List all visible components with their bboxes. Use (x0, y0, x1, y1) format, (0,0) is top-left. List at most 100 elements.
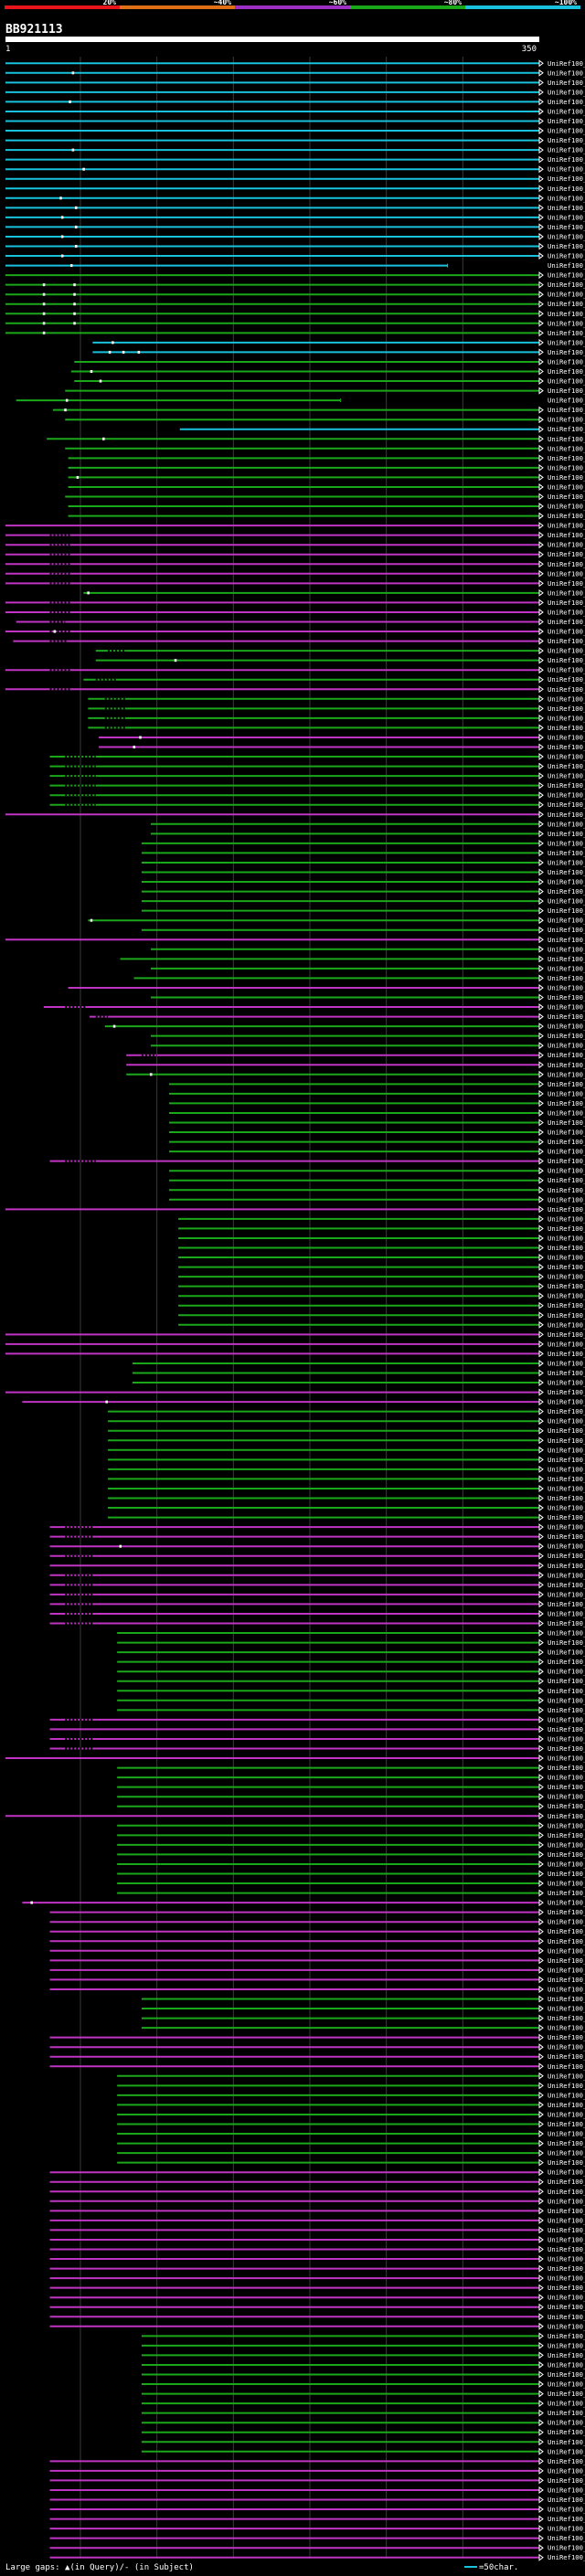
hit-label[interactable]: UniRef100_Q518U1 (548, 1407, 585, 1415)
hit-row[interactable]: UniRef100_A2SY44 (5, 522, 585, 530)
hit-label[interactable]: UniRef100_Q9LE98 (548, 1042, 585, 1050)
hit-label[interactable]: UniRef100_A4QPK5 (548, 694, 585, 703)
hit-label[interactable]: UniRef100_Q8S7M9 (548, 2207, 585, 2215)
hit-label[interactable]: UniRef100_Q50K58 (548, 1744, 585, 1753)
hit-label[interactable]: UniRef100_B6T2Y9 (548, 1774, 585, 1782)
hit-label[interactable]: UniRef100_A2SY34 (548, 1687, 585, 1695)
hit-label[interactable]: UniRef100_A4QPK6 (548, 2158, 585, 2167)
hit-label[interactable]: UniRef100_Q04770 (548, 1244, 585, 1252)
hit-row[interactable]: UniRef100_C0P8J3 (5, 271, 585, 280)
hit-row[interactable]: UniRef100_Q8S7M9 (49, 2207, 585, 2215)
hit-row[interactable]: UniRef100_A4QPH0 (83, 588, 585, 597)
hit-label[interactable]: UniRef100_P12333 (548, 2033, 585, 2041)
hit-label[interactable]: UniRef100_Q39835 (548, 2274, 585, 2283)
hit-label[interactable]: UniRef100_Q7XXQ5 (548, 1061, 585, 1069)
hit-row[interactable]: UniRef100_A4QPK9 (117, 1677, 585, 1685)
hit-row[interactable]: UniRef100_P04782 (22, 1899, 585, 1907)
hit-row[interactable]: UniRef100_Q40961 (49, 2255, 585, 2263)
hit-row[interactable]: UniRef100_Q1EPK5 (141, 878, 585, 886)
hit-row[interactable]: UniRef100_A2SY43 (49, 800, 585, 809)
hit-row[interactable]: UniRef100_C1EF74 (5, 599, 585, 607)
hit-label[interactable]: UniRef100_A7P1Y2 (548, 1995, 585, 2003)
hit-label[interactable]: UniRef100_Q04819 (548, 2284, 585, 2292)
hit-row[interactable]: UniRef100_Q93084 (126, 1051, 585, 1059)
hit-label[interactable]: UniRef100_P14273 (548, 1880, 585, 1888)
hit-label[interactable]: UniRef100_C1EF74 (548, 599, 585, 607)
hit-row[interactable]: UniRef100_A83282 (117, 1860, 585, 1868)
hit-label[interactable]: UniRef100_C5XD83 (548, 2360, 585, 2369)
hit-label[interactable]: UniRef100_C5TCM6 (548, 69, 585, 77)
hit-label[interactable]: UniRef100_C0PGF4 (548, 1359, 585, 1367)
hit-label[interactable]: UniRef100_A9RFL7 (548, 348, 585, 356)
hit-label[interactable]: UniRef100_A9NT80 (548, 2072, 585, 2080)
hit-label[interactable]: UniRef100_P27523 (548, 2476, 585, 2485)
hit-row[interactable]: UniRef100_C5YYW5 (5, 560, 585, 568)
hit-label[interactable]: UniRef100_Q41040 (548, 329, 585, 337)
hit-row[interactable]: UniRef100_Q9ZP08 (49, 1715, 585, 1723)
hit-row[interactable]: UniRef100_P04784 (49, 2197, 585, 2205)
hit-label[interactable]: UniRef100_Q03MP8 (548, 387, 585, 395)
hit-row[interactable]: UniRef100_A4QPJ6 (88, 714, 585, 722)
hit-row[interactable]: UniRef100_Q9FIG6 (70, 367, 585, 376)
hit-label[interactable]: UniRef100_C5TNE6 (548, 1966, 585, 1974)
hit-row[interactable]: UniRef100_C5XZZ6 (126, 1070, 585, 1078)
hit-row[interactable]: UniRef100_A9NW17 (141, 2438, 585, 2446)
hit-label[interactable]: UniRef100_Q8XQ83 (548, 1725, 585, 1733)
hit-row[interactable]: UniRef100_B7SB29 (5, 319, 585, 327)
hit-row[interactable]: UniRef100_A5HSG6 (169, 1167, 585, 1175)
hit-row[interactable]: UniRef100_A4QPK6 (117, 2158, 585, 2167)
hit-row[interactable]: UniRef100_Q5JN03 (5, 165, 585, 174)
hit-row[interactable]: UniRef100_A2SY46 (120, 955, 585, 963)
hit-row[interactable]: UniRef100_Q8L393 (49, 1523, 585, 1532)
hit-row[interactable]: UniRef100_P27490 (49, 2178, 585, 2186)
hit-row[interactable]: UniRef100_Q64444 (49, 2294, 585, 2302)
hit-row[interactable]: UniRef100_Q1A179 (49, 1946, 585, 1955)
hit-row[interactable]: UniRef100_A9NK15 (169, 1089, 585, 1097)
hit-label[interactable]: UniRef100_Q1EPK5 (548, 878, 585, 886)
hit-label[interactable]: UniRef100_A9NNN9 (548, 1668, 585, 1676)
hit-label[interactable]: UniRef100_Q41426 (548, 1456, 585, 1464)
hit-row[interactable]: UniRef100_Q9LE96 (141, 858, 585, 866)
hit-row[interactable]: UniRef100_Q41747 (5, 185, 585, 193)
hit-label[interactable]: UniRef100_Q4VV55 (548, 1214, 585, 1223)
hit-row[interactable]: UniRef100_Q9LQA1 (49, 762, 585, 770)
hit-label[interactable]: UniRef100_B9RN67 (548, 983, 585, 991)
hit-row[interactable]: UniRef100_A4Q143 (49, 1581, 585, 1589)
hit-row[interactable]: UniRef100_Q40247 (178, 1320, 585, 1329)
hit-label[interactable]: UniRef100_A9NW17 (548, 2438, 585, 2446)
hit-label[interactable]: UniRef100_A4QMM5 (548, 416, 585, 424)
hit-label[interactable]: UniRef100_Q9PWE5 (548, 117, 585, 125)
hit-label[interactable]: UniRef100_P24006 (548, 2043, 585, 2051)
hit-label[interactable]: UniRef100_Q43437 (548, 2245, 585, 2253)
hit-row[interactable]: UniRef100_A9U581 (92, 338, 585, 346)
hit-label[interactable]: UniRef100_A2SY40 (548, 753, 585, 761)
hit-label[interactable]: UniRef100_B4FL55 (548, 204, 585, 212)
hit-label[interactable]: UniRef100_Q04687 (548, 2120, 585, 2128)
hit-row[interactable]: UniRef100_P04783 (49, 2457, 585, 2465)
hit-row[interactable]: UniRef100_A5BU60 (74, 377, 585, 386)
hit-row[interactable]: UniRef100_Q41426 (108, 1456, 585, 1464)
hit-row[interactable]: UniRef100_A2SY40 (49, 753, 585, 761)
hit-label[interactable]: UniRef100_Q41423 (548, 1484, 585, 1492)
hit-label[interactable]: UniRef100_Q04771 (548, 1234, 585, 1242)
hit-row[interactable]: UniRef100_A2SY33 (95, 656, 585, 664)
hit-label[interactable]: UniRef100_A2SY45 (548, 724, 585, 732)
hit-row[interactable]: UniRef100_Q4VV49 (178, 1282, 585, 1290)
hit-label[interactable]: UniRef100_P06671 (548, 569, 585, 578)
hit-label[interactable]: UniRef100_Q64443 (548, 2303, 585, 2311)
hit-row[interactable]: UniRef100_Q4VV50 (169, 1118, 585, 1127)
hit-row[interactable]: UniRef100_A7P1Y2 (141, 1995, 585, 2003)
hit-row[interactable]: UniRef100_Q41707 (5, 579, 585, 588)
hit-row[interactable]: UniRef100_A4QPJ3 (169, 1108, 585, 1117)
hit-row[interactable]: UniRef100_A4QPF3 (68, 454, 585, 462)
hit-row[interactable]: UniRef100_B7SAW2 (5, 261, 585, 270)
hit-label[interactable]: UniRef100_Q40788 (548, 1311, 585, 1320)
hit-label[interactable]: UniRef100_A0PG23 (548, 59, 585, 68)
hit-row[interactable]: UniRef100_C5X7M0 (49, 1532, 585, 1541)
hit-label[interactable]: UniRef100_Q39286 (548, 146, 585, 154)
hit-label[interactable]: UniRef100_A9NV09 (548, 2428, 585, 2436)
hit-label[interactable]: UniRef100_Q93VE0 (548, 733, 585, 741)
hit-label[interactable]: UniRef100_Q9LK11 (548, 2216, 585, 2224)
hit-label[interactable]: UniRef100_B9I107 (548, 1552, 585, 1560)
hit-row[interactable]: UniRef100_Q41748 (5, 213, 585, 221)
